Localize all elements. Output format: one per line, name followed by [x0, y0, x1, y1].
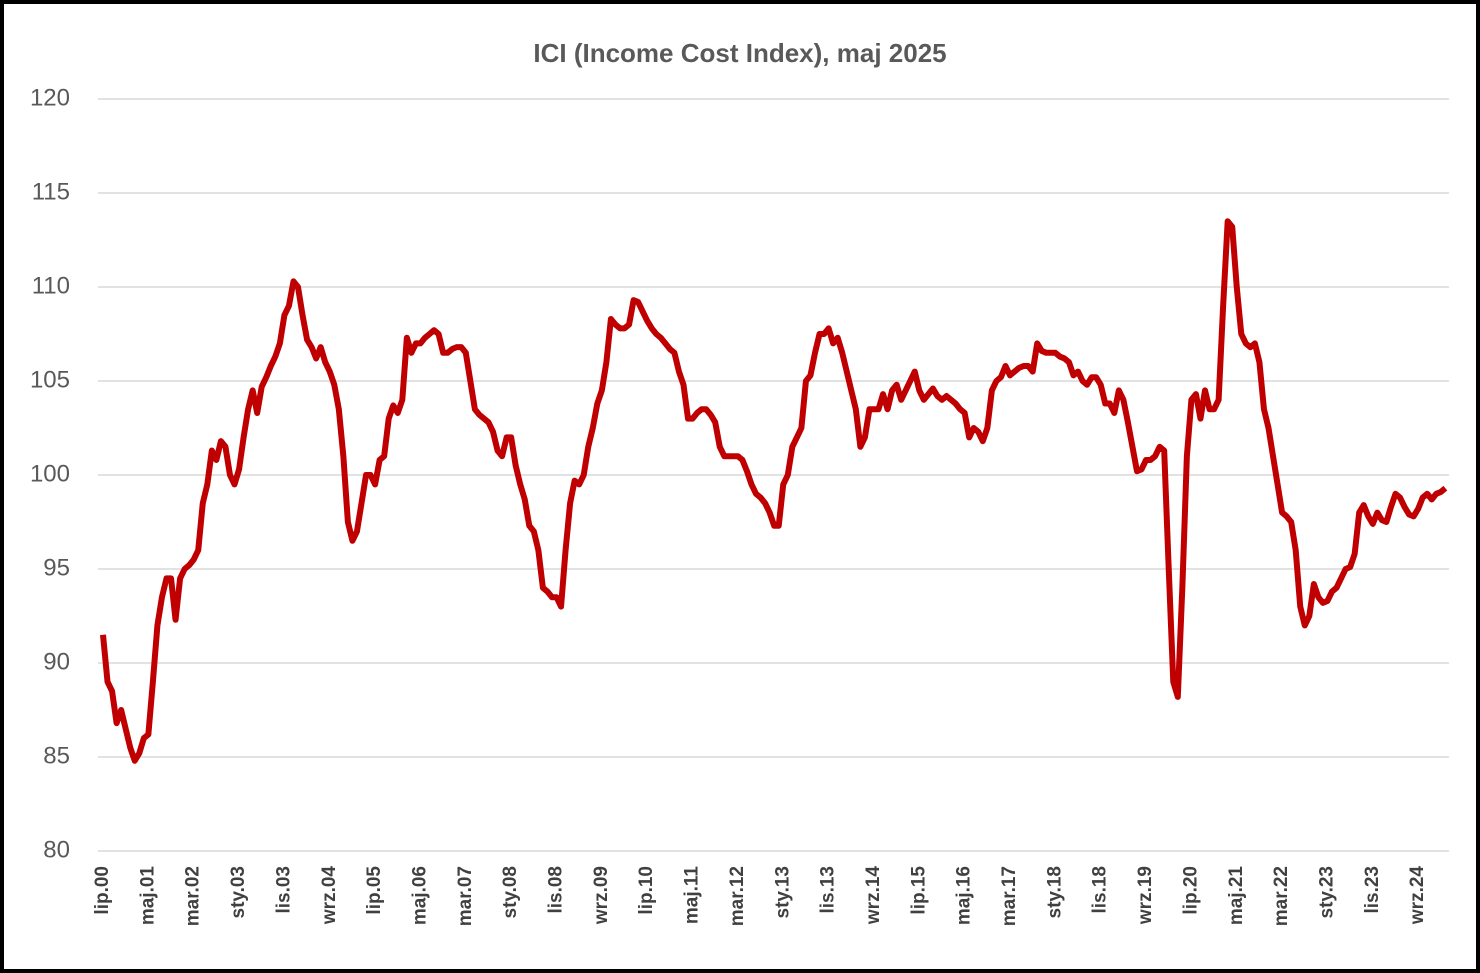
x-tick-label: maj.11	[682, 866, 703, 925]
x-tick-label: wrz.14	[863, 866, 884, 926]
x-tick-label: wrz.09	[591, 866, 612, 925]
x-tick-label: lis.08	[546, 866, 567, 914]
y-tick-label: 85	[43, 742, 70, 769]
x-tick-label: sty.13	[772, 866, 793, 918]
x-tick-label: sty.18	[1044, 866, 1065, 918]
x-tick-label: lip.10	[636, 866, 657, 915]
y-tick-label: 120	[30, 84, 70, 111]
x-tick-label: mar.07	[455, 866, 476, 926]
x-tick-label: maj.21	[1226, 866, 1247, 926]
x-tick-label: lip.05	[364, 866, 385, 915]
y-tick-label: 110	[32, 272, 70, 299]
x-tick-label: wrz.04	[319, 866, 340, 926]
x-tick-label: maj.16	[954, 866, 975, 925]
x-tick-label: lis.13	[818, 866, 839, 914]
x-tick-label: mar.17	[999, 866, 1020, 926]
x-tick-label: wrz.19	[1135, 866, 1156, 925]
chart-title: ICI (Income Cost Index), maj 2025	[533, 38, 946, 68]
x-tick-label: lip.00	[92, 866, 113, 915]
x-tick-label: lis.03	[273, 866, 294, 914]
x-tick-label: lis.18	[1090, 866, 1111, 914]
x-tick-label: sty.23	[1316, 866, 1337, 918]
x-tick-label: sty.03	[228, 866, 249, 918]
x-tick-label: mar.22	[1271, 866, 1292, 926]
x-tick-label: lip.20	[1180, 866, 1201, 915]
x-tick-label: lip.15	[908, 866, 929, 915]
y-tick-label: 105	[30, 366, 70, 393]
x-tick-label: mar.12	[727, 866, 748, 926]
y-tick-label: 95	[43, 554, 70, 581]
x-tick-label: wrz.24	[1407, 866, 1428, 926]
y-tick-label: 100	[30, 460, 70, 487]
x-tick-label: mar.02	[183, 866, 204, 926]
y-tick-label: 115	[32, 178, 70, 205]
x-tick-label: lis.23	[1362, 866, 1383, 914]
data-line	[100, 218, 1448, 764]
y-tick-label: 90	[43, 648, 70, 675]
x-tick-label: sty.08	[500, 866, 521, 918]
x-tick-label: maj.06	[409, 866, 430, 925]
y-tick-label: 80	[43, 836, 70, 863]
x-tick-label: maj.01	[137, 866, 158, 926]
